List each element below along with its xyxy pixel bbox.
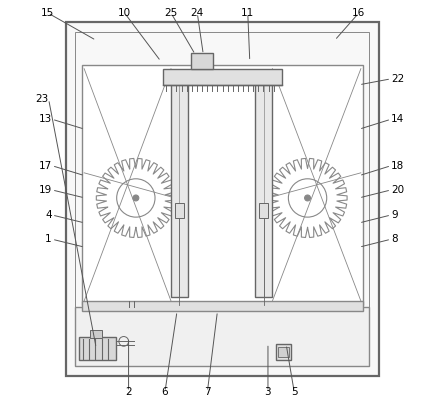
Text: 4: 4 (45, 210, 52, 220)
Text: 10: 10 (118, 8, 131, 18)
Bar (163, 69, 282, 85)
Text: 15: 15 (41, 8, 54, 18)
Text: 8: 8 (391, 234, 398, 244)
Text: 18: 18 (391, 161, 404, 170)
Bar (279, 347, 289, 357)
Text: 2: 2 (125, 387, 132, 397)
Text: 23: 23 (35, 94, 49, 104)
Bar (175, 203, 184, 218)
Text: 3: 3 (264, 387, 271, 397)
Text: 13: 13 (39, 114, 52, 124)
Circle shape (305, 195, 311, 201)
Bar (276, 344, 291, 360)
Text: 6: 6 (162, 387, 168, 397)
Text: 5: 5 (291, 387, 298, 397)
Text: 22: 22 (391, 74, 404, 84)
Bar (82, 301, 363, 311)
Bar (66, 22, 379, 376)
Text: 20: 20 (391, 185, 404, 195)
Bar (90, 330, 102, 338)
Text: 14: 14 (391, 114, 404, 124)
Bar (82, 65, 363, 305)
Text: 1: 1 (45, 234, 52, 244)
Bar (75, 32, 369, 366)
Bar (171, 77, 188, 297)
Text: 17: 17 (39, 161, 52, 170)
Text: 25: 25 (164, 8, 178, 18)
Bar (259, 203, 268, 218)
Circle shape (133, 195, 139, 201)
Bar (75, 307, 369, 366)
Text: 19: 19 (39, 185, 52, 195)
Bar (79, 337, 116, 360)
Text: 11: 11 (241, 8, 254, 18)
Text: 9: 9 (391, 210, 398, 220)
Text: 16: 16 (352, 8, 365, 18)
Text: 24: 24 (190, 8, 204, 18)
Bar (256, 77, 272, 297)
Bar (191, 53, 214, 69)
Text: 7: 7 (204, 387, 211, 397)
